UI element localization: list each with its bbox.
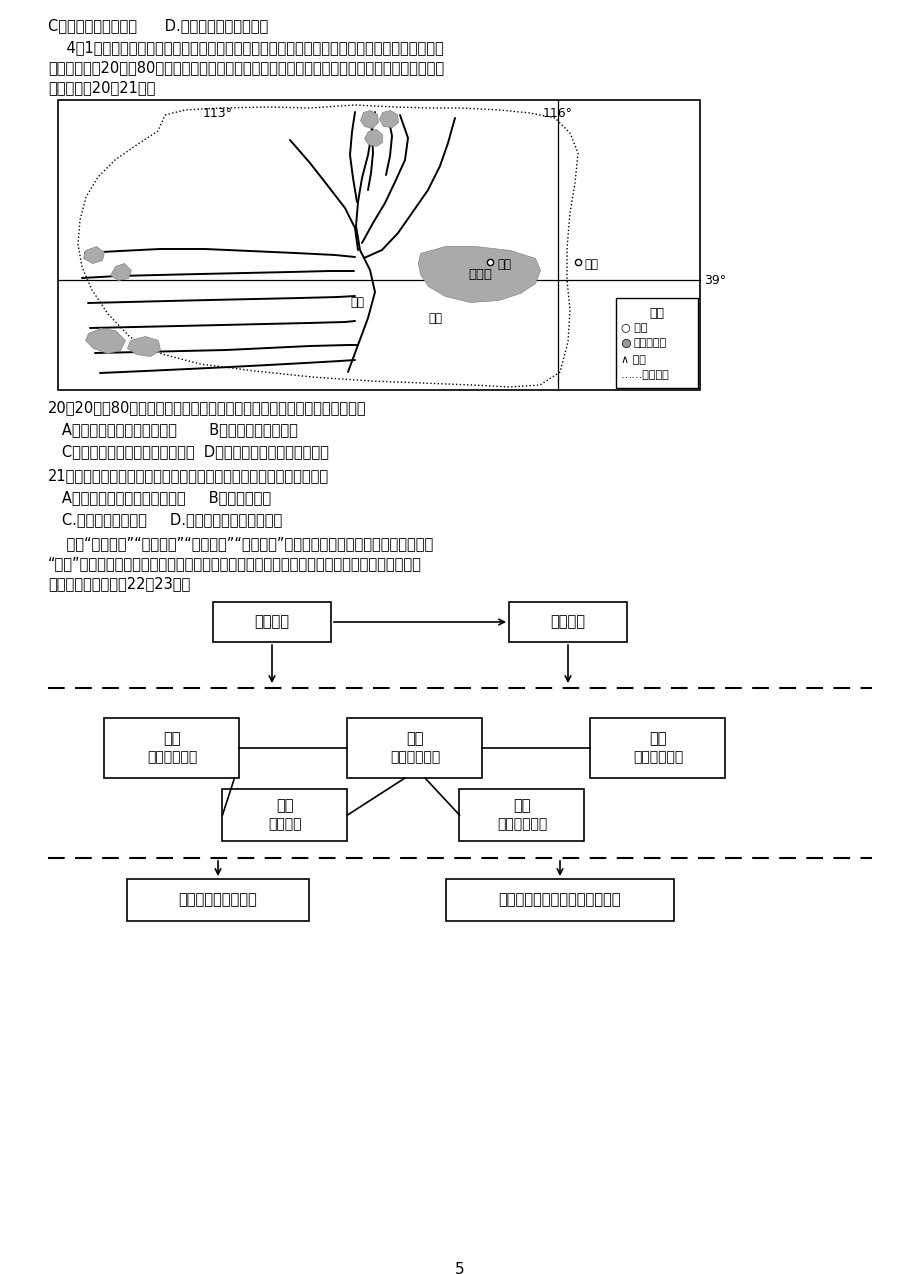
Bar (508, 603, 627, 642)
Text: 保定: 保定 (349, 296, 364, 310)
Text: 荣桂: 荣桂 (513, 799, 530, 814)
Text: （家具制造）: （家具制造） (390, 750, 439, 764)
Text: 域图，完成20。21题。: 域图，完成20。21题。 (48, 80, 155, 96)
Text: 4月1日，国务院决定在河北雄县、容城、安新三县及周边地区设立雄安新区，雄安新区囊括白洋: 4月1日，国务院决定在河北雄县、容城、安新三县及周边地区设立雄安新区，雄安新区囊… (48, 39, 443, 55)
Text: 雄县: 雄县 (584, 259, 597, 271)
Text: 21．随着雄安新区的建设发展，保护和恢复白洋淡湿地可采取的措施是: 21．随着雄安新区的建设发展，保护和恢复白洋淡湿地可采取的措施是 (48, 468, 329, 483)
Text: 白洋淡: 白洋淡 (468, 268, 492, 280)
Text: 淡整个水域。20世纪80年代中期开始，白洋淡水位下降，经常处于半干涸、干涸状态。读白洋淡流: 淡整个水域。20世纪80年代中期开始，白洋淡水位下降，经常处于半干涸、干涸状态。… (48, 60, 444, 75)
Text: C．替代城市公共交通      D.解决城市交通拥堵问题: C．替代城市公共交通 D.解决城市交通拥堵问题 (48, 18, 268, 33)
Text: A．填埋部分河道作为建设用地     B．跨流域调水: A．填埋部分河道作为建设用地 B．跨流域调水 (48, 490, 271, 505)
Text: 行业协会: 行业协会 (550, 614, 584, 629)
Text: 展网络示意图，完成22。23题。: 展网络示意图，完成22。23题。 (48, 576, 190, 591)
Bar (616, 298, 698, 389)
Text: ∧ 河流: ∧ 河流 (620, 355, 645, 364)
Text: 113°: 113° (203, 107, 233, 120)
Text: 116°: 116° (542, 107, 573, 120)
Bar (446, 879, 674, 921)
Text: “特色”是小镇的核心元素，市场化运作机制是小镇持续良性运行的保障。读广东佛山某专业镇发: “特色”是小镇的核心元素，市场化运作机制是小镇持续良性运行的保障。读广东佛山某专… (48, 555, 422, 571)
Text: 伦教: 伦教 (649, 731, 666, 747)
Bar (105, 719, 239, 778)
Text: ○ 城市: ○ 城市 (620, 324, 647, 333)
Text: 20．20世纪80年代中期，白洋淡经常处于半干涸、干涸状态的原因，可能是: 20．20世纪80年代中期，白洋淡经常处于半干涸、干涸状态的原因，可能是 (48, 400, 367, 415)
Text: （五金）: （五金） (268, 817, 301, 831)
Text: C.暂缓开发区域经济     D.加大第二产业的发展力度: C.暂缓开发区域经济 D.加大第二产业的发展力度 (48, 512, 282, 527)
Text: 5: 5 (455, 1263, 464, 1274)
Bar (590, 719, 725, 778)
Text: C．上游修水库导致入湖水量减小  D．工农业发达，城市化水平高: C．上游修水库导致入湖水量减小 D．工农业发达，城市化水平高 (48, 445, 328, 459)
Text: ……流域界限: ……流域界限 (620, 369, 669, 380)
Text: 龙江: 龙江 (406, 731, 424, 747)
Bar (213, 603, 331, 642)
Text: A．流域内降水量和蒸发量小       B．农业机械化水平高: A．流域内降水量和蒸发量小 B．农业机械化水平高 (48, 422, 298, 437)
Bar (222, 789, 347, 841)
Text: 培训教育与技术支持: 培训教育与技术支持 (178, 893, 257, 907)
Bar (459, 789, 584, 841)
Text: 安新: 安新 (427, 312, 441, 325)
Text: 政府机清: 政府机清 (255, 614, 289, 629)
Text: （木工机械）: （木工机械） (632, 750, 683, 764)
Bar (127, 879, 309, 921)
Text: 勒流: 勒流 (276, 799, 293, 814)
Text: （家具市场）: （家具市场） (147, 750, 197, 764)
Text: 物流、法律、金融、会计等服务: 物流、法律、金融、会计等服务 (498, 893, 620, 907)
Bar (347, 719, 482, 778)
Text: 湖泊和水库: 湖泊和水库 (633, 338, 666, 348)
Text: 容城: 容城 (496, 259, 510, 271)
Text: 随着“时尚小镇”“云栖小镇”“养老小镇”“家具小镇”等的出现，小镇建设在我国风生水起。: 随着“时尚小镇”“云栖小镇”“养老小镇”“家具小镇”等的出现，小镇建设在我国风生… (48, 536, 433, 550)
Bar (58, 99, 699, 390)
Text: 乐从: 乐从 (163, 731, 180, 747)
Text: 39°: 39° (703, 274, 725, 287)
Text: （化工涂料）: （化工涂料） (496, 817, 547, 831)
Text: 图例: 图例 (649, 307, 664, 320)
